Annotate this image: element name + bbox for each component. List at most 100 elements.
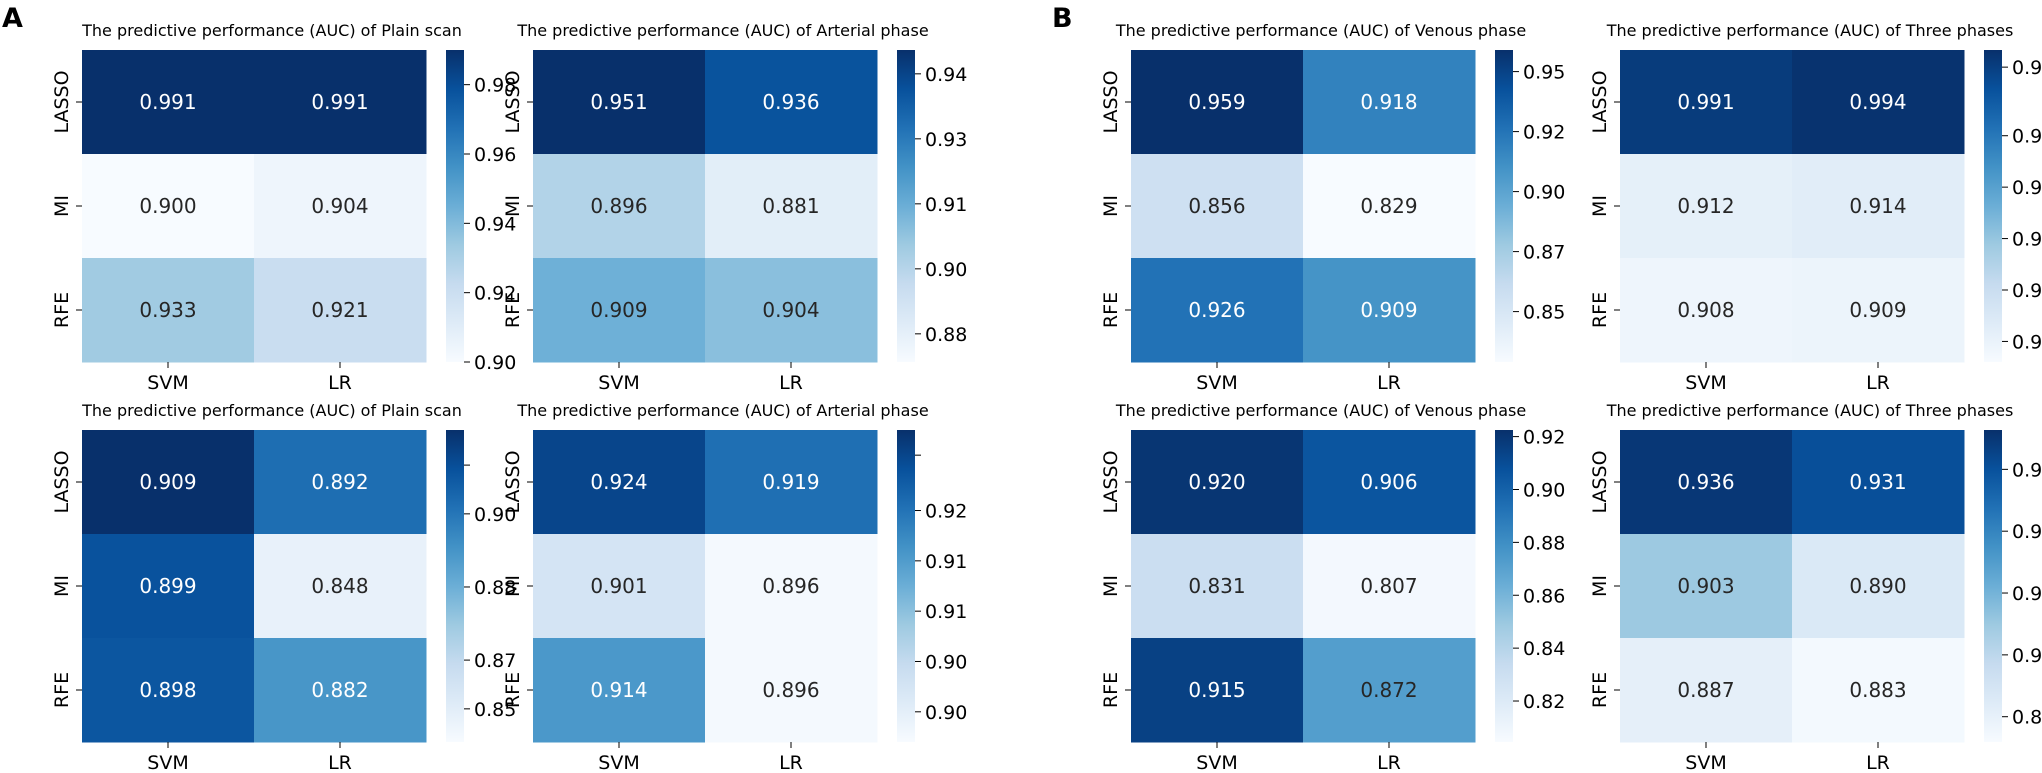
heatmap-cell [1620, 154, 1793, 259]
colorbar-tick-label: 0.93 [925, 129, 967, 151]
heatmap-cell [1620, 258, 1793, 363]
heatmap-cell [705, 50, 878, 155]
colorbar [1495, 50, 1513, 362]
colorbar [897, 430, 915, 742]
row-label: RFE [51, 292, 73, 328]
panel-label-a: A [2, 3, 23, 34]
colorbar-tick-label: 0.90 [474, 352, 516, 374]
heatmap-cell [1303, 258, 1476, 363]
heatmap-cell [1131, 638, 1304, 743]
heatmap-cell [1620, 638, 1793, 743]
cell-value-label: 0.915 [1188, 678, 1245, 702]
colorbar-tick-label: 0.99 [2012, 57, 2042, 79]
heatmap-cell [1792, 154, 1965, 259]
cell-value-label: 0.901 [590, 574, 647, 598]
row-label: RFE [502, 292, 524, 328]
heatmap-cell [1620, 50, 1793, 155]
heatmap-cell [254, 638, 427, 743]
heatmap-2: The predictive performance (AUC) of Arte… [502, 21, 967, 394]
heatmap-cell [705, 534, 878, 639]
heatmap-title: The predictive performance (AUC) of Plai… [81, 21, 462, 40]
column-label: LR [328, 372, 352, 394]
colorbar-tick-label: 0.92 [1523, 427, 1565, 449]
row-label: MI [502, 575, 524, 597]
cell-value-label: 0.991 [139, 90, 196, 114]
colorbar [1984, 50, 2002, 362]
cell-value-label: 0.896 [590, 194, 647, 218]
cell-value-label: 0.926 [1188, 298, 1245, 322]
row-label: LASSO [51, 450, 73, 513]
column-label: LR [779, 372, 803, 394]
cell-value-label: 0.921 [311, 298, 368, 322]
row-label: LASSO [1100, 70, 1122, 133]
heatmap-cell [705, 430, 878, 535]
heatmap-cell [1131, 534, 1304, 639]
row-label: LASSO [1589, 70, 1611, 133]
colorbar-tick-label: 0.85 [474, 699, 516, 721]
cell-value-label: 0.903 [1677, 574, 1734, 598]
cell-value-label: 0.904 [762, 298, 819, 322]
column-label: LR [779, 752, 803, 773]
heatmap-8: The predictive performance (AUC) of Thre… [1589, 401, 2042, 773]
cell-value-label: 0.872 [1360, 678, 1417, 702]
colorbar-tick-label: 0.94 [474, 213, 516, 235]
colorbar-tick-label: 0.90 [474, 504, 516, 526]
panel-label-b: B [1052, 3, 1073, 34]
colorbar [446, 50, 464, 362]
colorbar-tick-label: 0.92 [2012, 521, 2042, 543]
cell-value-label: 0.933 [139, 298, 196, 322]
heatmap-cell [1620, 534, 1793, 639]
colorbar-tick-label: 0.94 [925, 64, 967, 86]
colorbar-tick-label: 0.95 [1523, 62, 1565, 84]
colorbar-tick-label: 0.91 [2012, 583, 2042, 605]
heatmap-title: The predictive performance (AUC) of Plai… [81, 401, 462, 420]
heatmap-cell [254, 154, 427, 259]
heatmap-cell [82, 154, 255, 259]
heatmap-cell [533, 534, 706, 639]
colorbar-tick-label: 0.92 [925, 501, 967, 523]
heatmap-cell [1303, 638, 1476, 743]
heatmap-title: The predictive performance (AUC) of Thre… [1606, 21, 2014, 40]
row-label: MI [51, 195, 73, 217]
heatmap-cell [82, 430, 255, 535]
heatmap-cell [533, 258, 706, 363]
row-label: LASSO [51, 70, 73, 133]
column-label: SVM [1196, 752, 1237, 773]
heatmap-cell [1303, 430, 1476, 535]
heatmap-cell [254, 258, 427, 363]
cell-value-label: 0.909 [139, 470, 196, 494]
cell-value-label: 0.920 [1188, 470, 1245, 494]
cell-value-label: 0.883 [1849, 678, 1906, 702]
colorbar-tick-label: 0.97 [2012, 126, 2042, 148]
colorbar-tick-label: 0.87 [1523, 242, 1565, 264]
colorbar-tick-label: 0.96 [2012, 177, 2042, 199]
colorbar-tick-label: 0.93 [2012, 280, 2042, 302]
colorbar-tick-label: 0.90 [1523, 479, 1565, 501]
heatmap-cell [533, 50, 706, 155]
heatmap-cell [705, 258, 878, 363]
heatmap-cell [1792, 638, 1965, 743]
heatmap-title: The predictive performance (AUC) of Veno… [1115, 401, 1526, 420]
cell-value-label: 0.881 [762, 194, 819, 218]
cell-value-label: 0.856 [1188, 194, 1245, 218]
cell-value-label: 0.991 [1677, 90, 1734, 114]
colorbar-tick-label: 0.88 [474, 577, 516, 599]
colorbar-tick-label: 0.96 [474, 144, 516, 166]
cell-value-label: 0.919 [762, 470, 819, 494]
cell-value-label: 0.924 [590, 470, 647, 494]
cell-value-label: 0.951 [590, 90, 647, 114]
column-label: SVM [1685, 752, 1726, 773]
cell-value-label: 0.914 [1849, 194, 1906, 218]
row-label: LASSO [502, 450, 524, 513]
cell-value-label: 0.896 [762, 574, 819, 598]
cell-value-label: 0.807 [1360, 574, 1417, 598]
colorbar-tick-label: 0.90 [925, 702, 967, 724]
colorbar-tick-label: 0.91 [2012, 331, 2042, 353]
heatmap-cell [82, 534, 255, 639]
column-label: SVM [147, 372, 188, 394]
row-label: MI [1589, 195, 1611, 217]
cell-value-label: 0.906 [1360, 470, 1417, 494]
heatmap-cell [1131, 430, 1304, 535]
row-label: MI [51, 575, 73, 597]
